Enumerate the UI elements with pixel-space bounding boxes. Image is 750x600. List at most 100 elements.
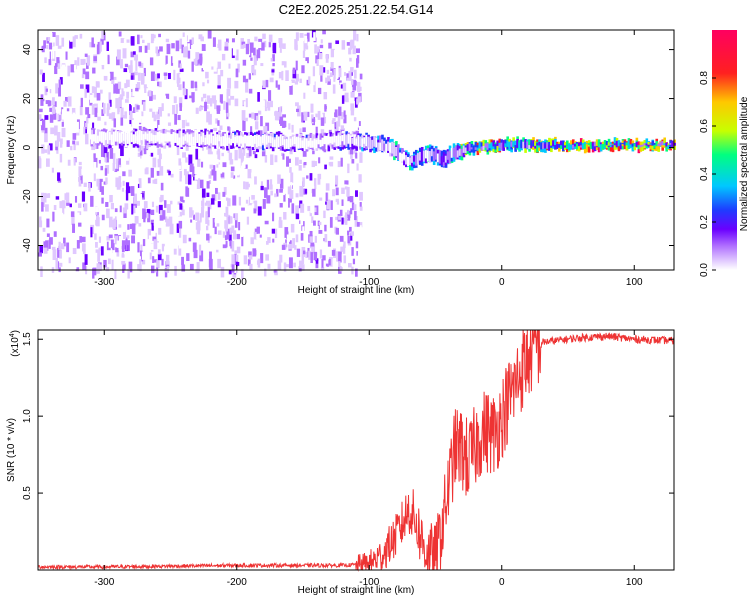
spectrogram-noise-cell [173,69,176,81]
spectrogram-noise-cell [143,195,146,204]
snr-multiplier-base: (x10 [10,337,21,357]
spectrogram-signal-cell [407,157,410,167]
spectrogram-noise-cell [262,190,266,199]
spectrogram-noise-cell [330,48,335,58]
spectrogram-noise-cell [137,112,142,123]
spectrogram-noise-cell [258,41,262,48]
spectrogram-noise-cell [356,33,359,42]
spectrogram-noise-cell [79,175,83,184]
spectrogram-noise-cell [149,251,152,260]
spectrogram-noise-cell [264,107,267,112]
spectrogram-noise-cell [155,46,159,54]
spectrogram-noise-cell [114,208,118,213]
spectrogram-noise-cell [285,264,290,268]
spectrogram-noise-cell [277,235,281,244]
spectrogram-signal-cell [279,134,283,147]
spectrogram-noise-cell [76,141,79,146]
spectrogram-signal-cell [91,134,94,145]
spectrogram-noise-cell [308,234,311,243]
spectrogram-signal-cell [257,134,261,147]
spectrogram-noise-cell [217,201,221,208]
spectrogram-noise-cell [256,260,261,265]
spectrogram-noise-cell [49,38,54,47]
spectrogram-noise-cell [137,152,142,159]
spectrogram-signal-cell [325,135,329,143]
spectrogram-noise-cell [211,194,215,201]
spectrogram-noise-cell [278,38,283,43]
spectrogram-noise-cell [199,213,202,223]
spectrogram-noise-cell [182,81,185,89]
spectrogram-noise-cell [225,206,229,217]
spectrogram-signal-cell [625,142,629,146]
spectrogram-noise-cell [181,120,186,129]
spectrogram-noise-cell [320,114,324,119]
spectrogram-noise-cell [224,220,229,229]
spectrogram-noise-cell [242,147,246,156]
spectrogram-noise-cell [258,234,262,238]
spectrogram-signal-cell [446,151,450,160]
spectrogram-noise-cell [245,43,250,55]
spectrogram-noise-cell [132,51,136,55]
spectrogram-noise-cell [301,255,305,265]
spectrogram-noise-cell [148,67,152,77]
spectrogram-noise-cell [181,256,184,265]
spectrogram-noise-cell [64,132,68,138]
spectrogram-frame [37,29,675,271]
spectrogram-noise-cell [235,164,240,176]
spectrogram-noise-cell [219,127,222,133]
spectrogram-noise-cell [81,243,86,254]
spectrogram-noise-cell [222,191,226,197]
spectrogram-noise-cell [179,170,182,182]
spectrogram-noise-cell [73,263,77,270]
spectrogram-noise-cell [236,233,241,240]
spectrogram-noise-cell [144,45,148,53]
spectrogram-noise-cell [318,221,322,226]
spectrogram-noise-cell [302,50,306,59]
spectrogram-noise-cell [313,161,318,167]
spectrogram-noise-cell [278,72,283,79]
spectrogram-noise-cell [319,197,323,201]
spectrogram-noise-cell [93,34,97,44]
spectrogram-noise-cell [98,159,101,164]
spectrogram-noise-cell [209,238,213,246]
spectrogram-noise-cell [149,248,153,253]
spectrogram-noise-cell [260,238,263,248]
spectrogram-noise-cell [216,223,220,227]
spectrogram-noise-cell [231,264,235,273]
spectrogram-signal-cell [132,134,136,142]
spectrogram-noise-cell [188,237,192,242]
spectrogram-noise-cell [295,193,299,198]
spectrogram-noise-cell [39,69,43,75]
spectrogram-signal-cell [581,145,585,150]
spectrogram-noise-cell [125,239,128,251]
spectrogram-noise-cell [62,144,65,155]
spectrogram-signal-cell [444,155,448,163]
spectrogram-noise-cell [350,91,355,98]
spectrogram-noise-cell [206,192,210,198]
spectrogram-noise-cell [329,156,334,160]
spectrogram-noise-cell [318,157,321,164]
spectrogram-noise-cell [151,265,155,274]
spectrogram-signal-cell [536,142,539,146]
spectrogram-noise-cell [236,177,241,186]
spectrogram-noise-cell [50,127,55,135]
spectrogram-noise-cell [288,123,291,130]
spectrogram-noise-cell [99,73,102,82]
spectrogram-noise-cell [44,133,48,143]
spectrogram-noise-cell [205,225,209,231]
spectrogram-noise-cell [317,46,320,53]
spectrogram-noise-cell [156,260,160,269]
spectrogram-signal-cell [635,141,639,148]
spectrogram-noise-cell [358,174,362,183]
spectrogram-noise-cell [150,209,155,216]
spectrogram-noise-cell [340,84,344,89]
spectrogram-noise-cell [244,101,247,110]
spectrogram-noise-cell [219,94,223,104]
spectrogram-noise-cell [160,40,164,47]
spectrogram-noise-cell [120,117,124,126]
spectrogram-noise-cell [352,45,356,55]
spectrogram-noise-cell [296,108,300,113]
spectrogram-noise-cell [209,145,213,155]
spectrogram-noise-cell [185,119,190,127]
spectrogram-noise-cell [38,114,42,120]
